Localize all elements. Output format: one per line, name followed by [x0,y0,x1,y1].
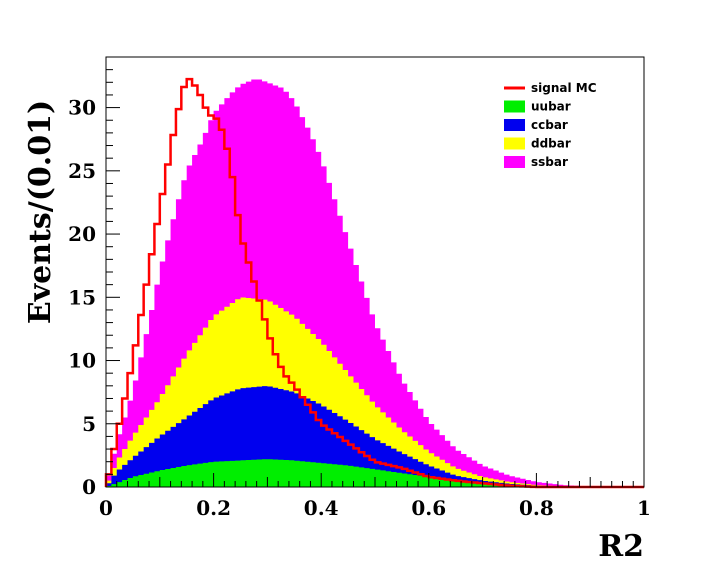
y-tick-label: 25 [68,159,96,183]
legend-label: signal MC [531,81,597,95]
x-tick-label: 1 [637,496,651,520]
x-axis: 0 0.2 0.4 0.6 0.8 1 [99,473,651,520]
signal-layer [104,77,644,489]
series-uubar-fill [106,459,644,487]
x-tick-label: 0.6 [411,496,446,520]
y-tick-label: 30 [68,96,96,120]
y-tick-label: 5 [82,412,96,436]
y-tick-label: 0 [82,475,96,499]
x-tick-label: 0 [99,496,113,520]
legend-swatch-ddbar [504,137,525,150]
legend-swatch-ssbar [504,156,525,168]
x-tick-label: 0.4 [304,496,339,520]
x-axis-title: R2 [598,529,644,564]
y-axis-title: Events/(0.01) [23,100,58,324]
y-axis: 0 5 10 15 20 25 30 [68,56,120,499]
legend-swatch-uubar [504,100,525,113]
y-tick-label: 15 [68,285,96,309]
legend-label: ddbar [531,137,571,151]
x-tick-label: 0.8 [519,496,554,520]
series-signal-line [104,77,644,489]
legend-label: ssbar [531,155,568,169]
y-tick-label: 20 [68,222,96,246]
stacked-fills [106,79,644,487]
legend: signal MC uubar ccbar ddbar ssbar [504,81,597,169]
legend-swatch-ccbar [504,119,525,131]
x-tick-label: 0.2 [196,496,231,520]
y-tick-label: 10 [68,349,96,373]
legend-label: ccbar [531,118,568,132]
legend-label: uubar [531,100,571,114]
